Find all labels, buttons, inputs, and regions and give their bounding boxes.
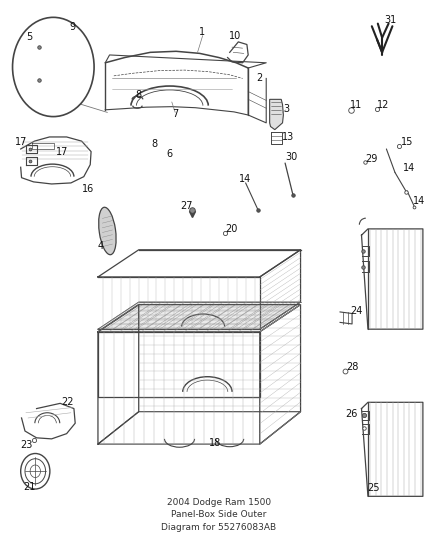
Text: 28: 28 [346, 362, 358, 373]
Text: 9: 9 [69, 22, 75, 33]
Text: 31: 31 [385, 15, 397, 25]
Text: 14: 14 [413, 196, 425, 206]
Text: 1: 1 [199, 28, 205, 37]
Text: 17: 17 [14, 137, 27, 147]
Text: 16: 16 [82, 184, 94, 194]
Text: 23: 23 [21, 440, 33, 450]
Text: 24: 24 [350, 306, 363, 316]
Text: 6: 6 [166, 149, 173, 159]
Text: 5: 5 [26, 31, 32, 42]
Text: 25: 25 [367, 483, 380, 494]
Text: 8: 8 [152, 139, 158, 149]
Text: 17: 17 [56, 147, 68, 157]
Circle shape [13, 18, 94, 117]
Text: 2: 2 [257, 74, 263, 84]
Text: 18: 18 [208, 438, 221, 448]
Polygon shape [270, 99, 283, 130]
Text: 20: 20 [225, 224, 237, 234]
Ellipse shape [99, 207, 116, 255]
Text: 3: 3 [284, 104, 290, 114]
Text: 12: 12 [377, 100, 389, 110]
Text: 15: 15 [401, 137, 413, 147]
Text: 14: 14 [239, 174, 251, 184]
Text: 11: 11 [350, 100, 363, 110]
Text: 13: 13 [282, 132, 294, 142]
Text: 4: 4 [98, 240, 104, 251]
Text: 8: 8 [135, 90, 141, 100]
Text: 22: 22 [62, 397, 74, 407]
Text: 27: 27 [180, 201, 193, 212]
Text: 14: 14 [403, 163, 415, 173]
Text: 2004 Dodge Ram 1500
Panel-Box Side Outer
Diagram for 55276083AB: 2004 Dodge Ram 1500 Panel-Box Side Outer… [162, 498, 276, 531]
Text: 29: 29 [366, 154, 378, 164]
Text: 21: 21 [23, 482, 35, 492]
Text: 7: 7 [172, 109, 178, 119]
Text: 10: 10 [229, 30, 241, 41]
Text: 30: 30 [285, 152, 297, 162]
Text: 26: 26 [345, 409, 357, 419]
